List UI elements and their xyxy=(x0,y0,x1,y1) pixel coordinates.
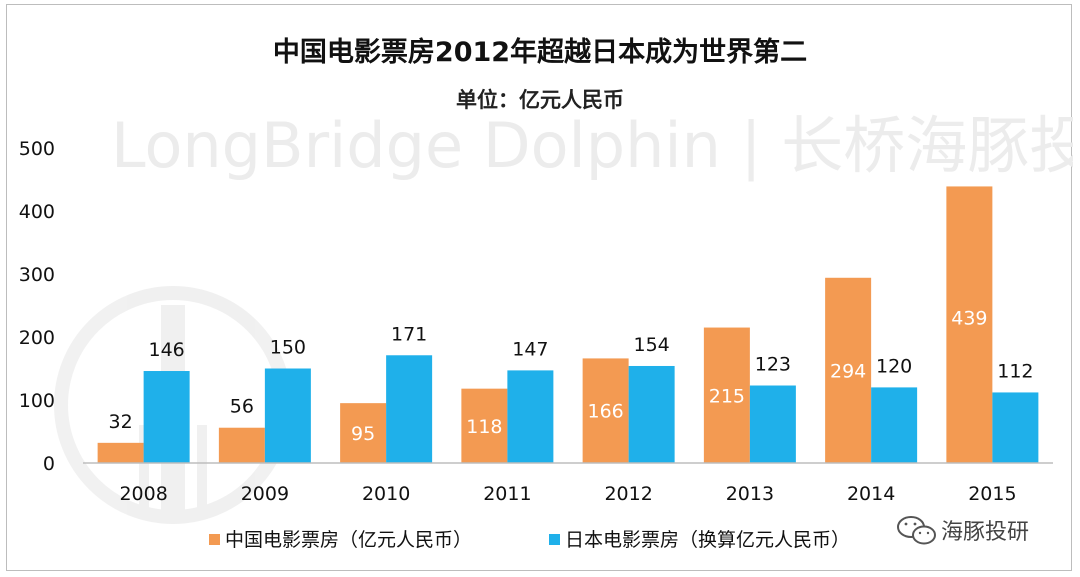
data-label-japan: 120 xyxy=(876,355,912,377)
legend-label-china: 中国电影票房（亿元人民币） xyxy=(225,529,472,551)
bar-chart: LongBridge Dolphin | 长桥海豚投研 中国电影票房2012年超… xyxy=(19,36,1073,551)
data-label-japan: 171 xyxy=(391,323,427,345)
bar-japan xyxy=(628,365,675,463)
data-label-china: 118 xyxy=(466,416,502,438)
data-label-china: 95 xyxy=(351,423,375,445)
data-label-china: 439 xyxy=(951,308,987,330)
x-tick-label: 2009 xyxy=(241,483,289,505)
x-axis: 2008 2009 2010 2011 2012 2013 2014 2015 xyxy=(83,462,1053,505)
bars: 32 146 56 150 95 171 118 147 166 154 215 123 294 120 4… xyxy=(97,186,1039,463)
x-tick-label: 2012 xyxy=(604,483,652,505)
bar-japan xyxy=(992,392,1039,463)
data-label-japan: 123 xyxy=(755,354,791,376)
bar-china xyxy=(461,388,508,463)
x-tick-label: 2014 xyxy=(847,483,895,505)
chart-subtitle: 单位：亿元人民币 xyxy=(456,88,624,112)
bar-china xyxy=(582,358,629,463)
data-label-japan: 154 xyxy=(633,334,669,356)
x-tick-label: 2008 xyxy=(119,483,167,505)
x-tick-label: 2015 xyxy=(968,483,1016,505)
bar-japan xyxy=(507,370,554,463)
data-label-china: 166 xyxy=(587,401,623,423)
x-tick-label: 2013 xyxy=(726,483,774,505)
legend-swatch-japan xyxy=(549,534,560,545)
bar-china xyxy=(97,442,144,463)
y-tick-label: 0 xyxy=(43,453,55,475)
bar-china xyxy=(946,186,993,463)
data-label-china: 294 xyxy=(830,360,866,382)
wechat-icon xyxy=(897,516,936,545)
x-tick-label: 2010 xyxy=(362,483,410,505)
bar-china xyxy=(218,427,265,463)
legend-swatch-china xyxy=(209,534,220,545)
bar-japan xyxy=(871,387,918,463)
data-label-japan: 150 xyxy=(270,337,306,359)
bar-japan xyxy=(749,385,796,463)
watermark-text: LongBridge Dolphin | 长桥海豚投研 xyxy=(111,109,1073,183)
bar-japan xyxy=(143,371,190,463)
y-axis: 0 100 200 300 400 500 xyxy=(19,138,55,475)
chart-title: 中国电影票房2012年超越日本成为世界第二 xyxy=(273,36,807,68)
bar-china xyxy=(825,277,872,463)
chart-frame: LongBridge Dolphin | 长桥海豚投研 中国电影票房2012年超… xyxy=(6,4,1073,571)
legend-label-japan: 日本电影票房（换算亿元人民币） xyxy=(565,529,850,551)
bar-china xyxy=(340,403,387,463)
y-tick-label: 500 xyxy=(19,138,55,160)
bar-japan xyxy=(264,368,311,463)
brand: 海豚投研 xyxy=(897,516,1029,545)
data-label-china: 215 xyxy=(709,385,745,407)
bar-japan xyxy=(386,355,433,463)
data-label-japan: 147 xyxy=(512,338,548,360)
data-label-japan: 146 xyxy=(148,339,184,361)
data-label-china: 56 xyxy=(230,396,254,418)
legend: 中国电影票房（亿元人民币） 日本电影票房（换算亿元人民币） xyxy=(209,529,850,551)
x-tick-label: 2011 xyxy=(483,483,531,505)
y-tick-label: 400 xyxy=(19,201,55,223)
y-tick-label: 100 xyxy=(19,390,55,412)
data-label-china: 32 xyxy=(109,411,133,433)
data-label-japan: 112 xyxy=(997,360,1033,382)
y-tick-label: 200 xyxy=(19,327,55,349)
bar-china xyxy=(703,327,750,463)
y-tick-label: 300 xyxy=(19,264,55,286)
brand-text: 海豚投研 xyxy=(941,520,1029,545)
